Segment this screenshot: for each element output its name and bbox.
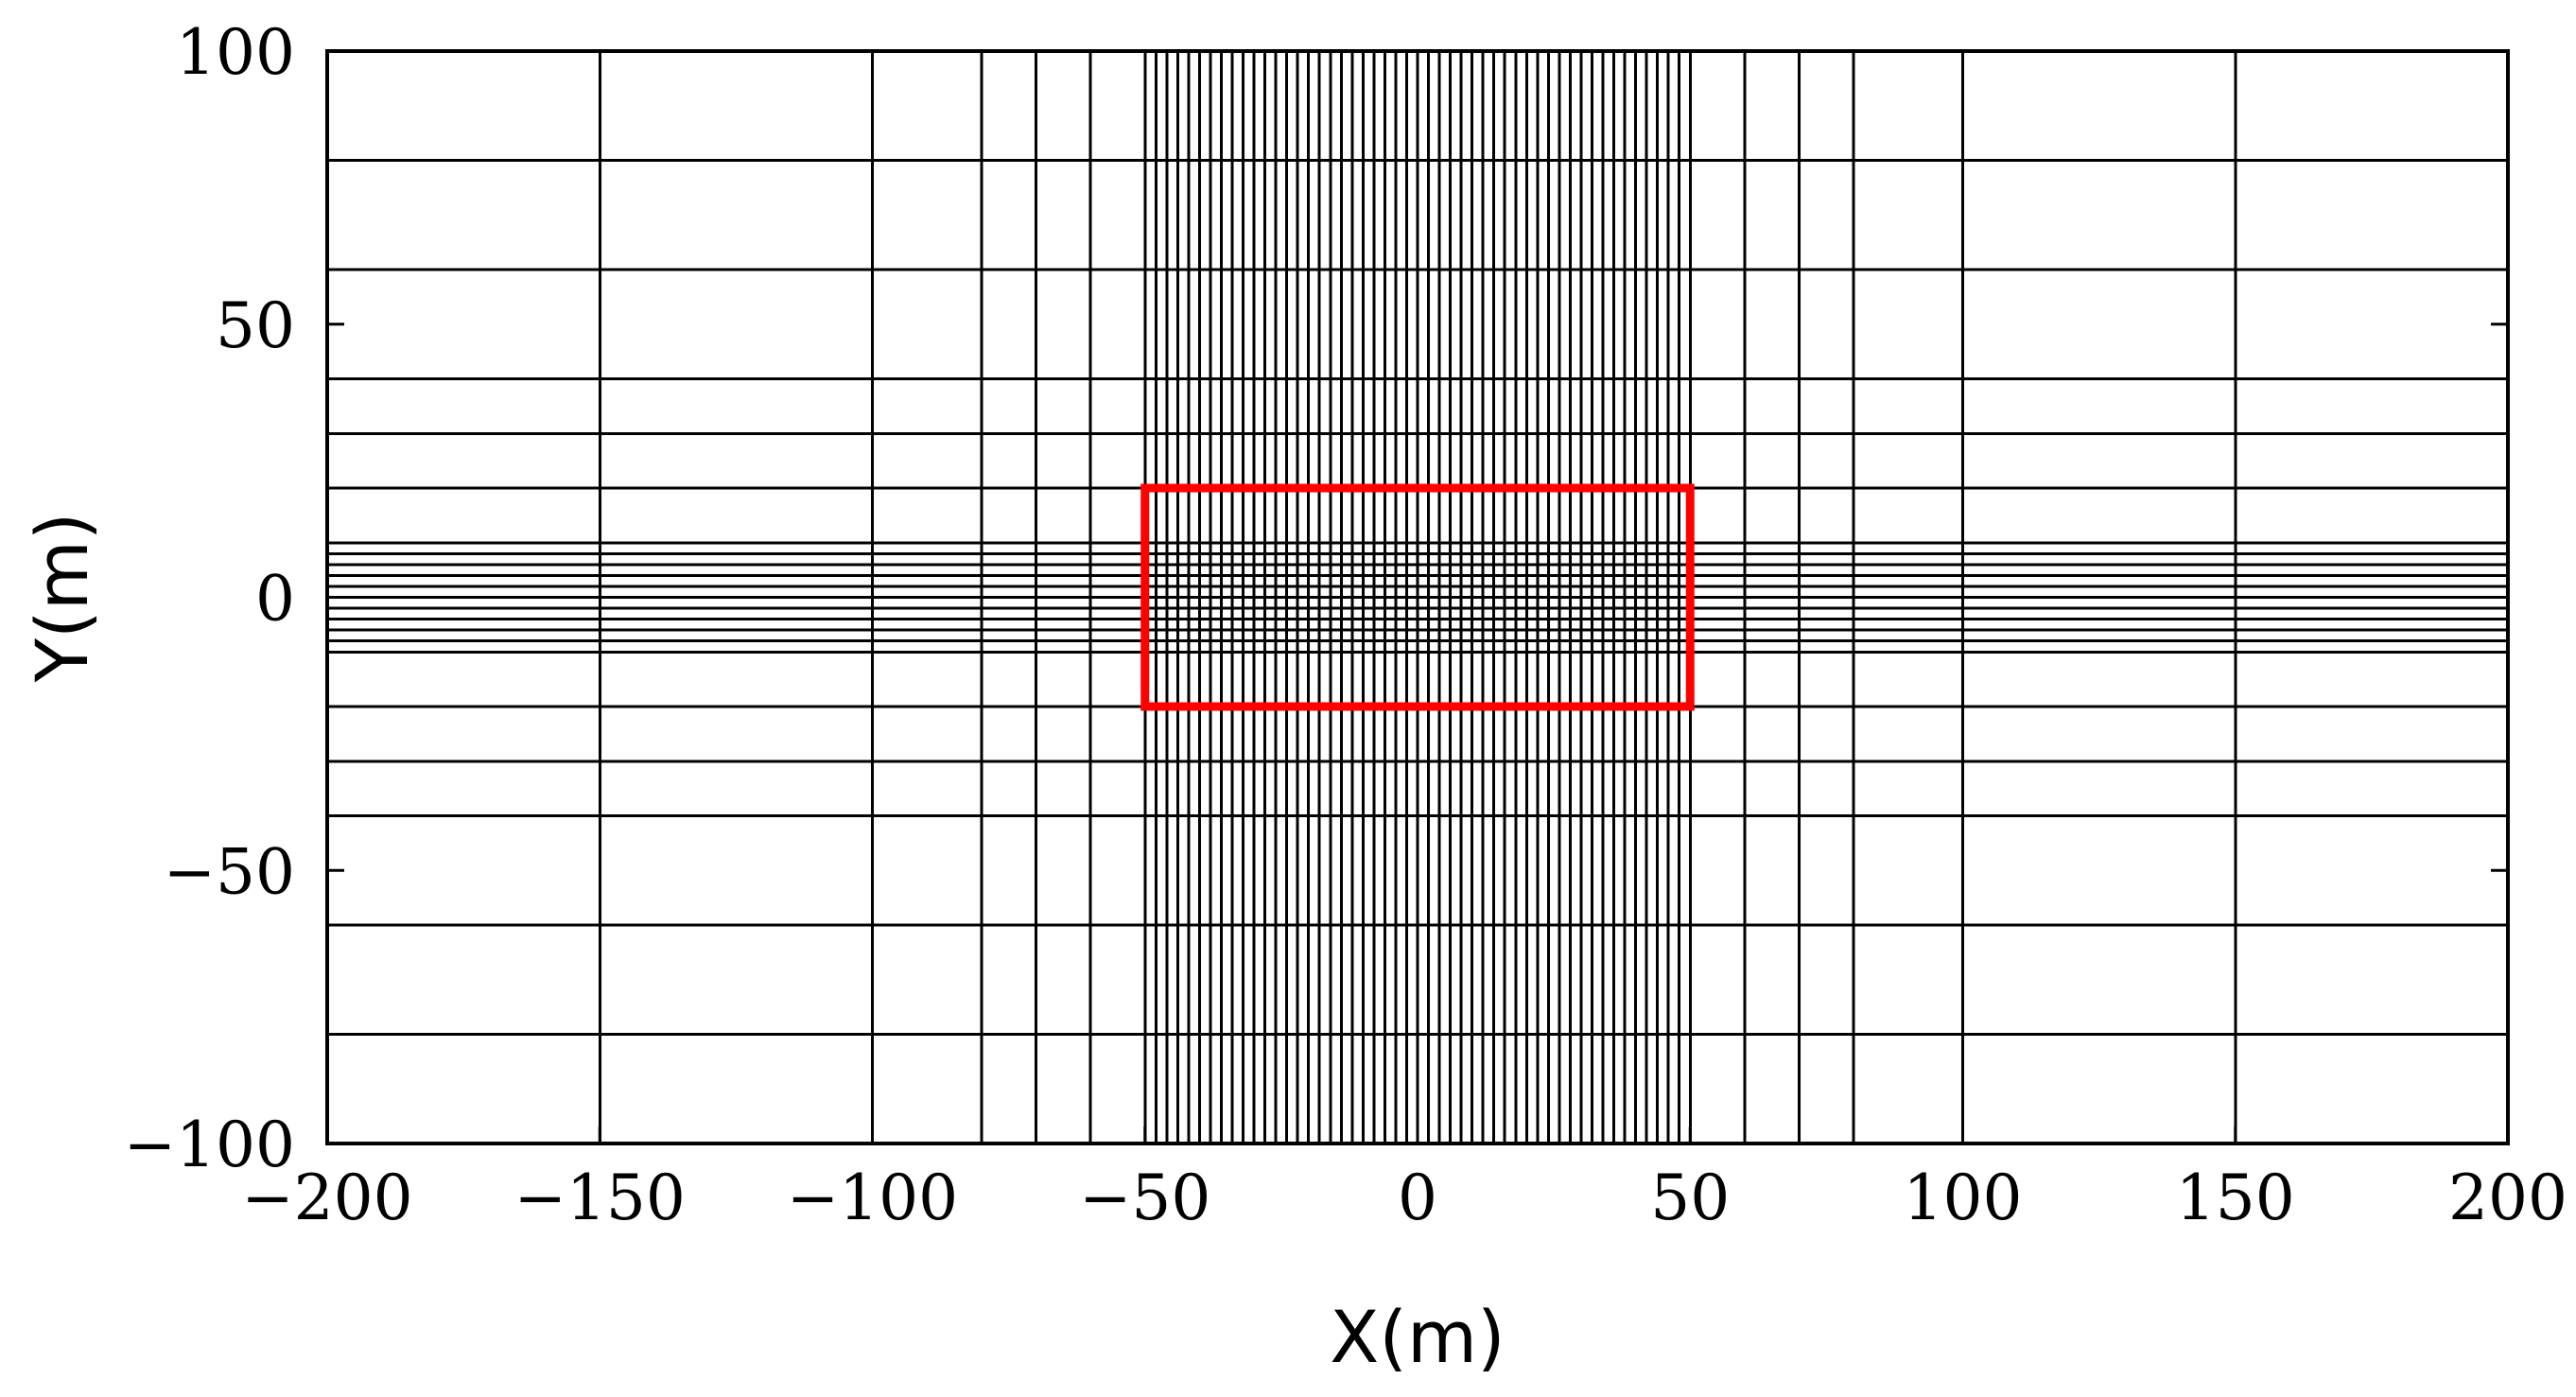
highlight-region-box [1140,483,1695,711]
x-tick-label: −50 [1079,1161,1210,1234]
y-tick-label: −100 [124,1109,295,1181]
x-tick-label: −150 [514,1161,686,1234]
y-tick-label: −50 [164,835,295,908]
horizontal-mesh-lines [327,49,2508,1145]
y-tick-label: 0 [255,563,295,636]
x-tick-label: 150 [2176,1161,2295,1234]
axis-ticks [325,49,2510,1145]
y-tick-label: 100 [176,16,295,89]
y-tick-label: 50 [216,289,295,362]
x-tick-label: 50 [1650,1161,1730,1234]
x-axis-label: X(m) [1330,1295,1505,1379]
y-axis-label: Y(m) [20,513,104,684]
x-tick-label: −100 [787,1161,958,1234]
x-tick-label: −200 [241,1161,412,1234]
x-tick-labels: −200 −150 −100 −50 0 50 100 150 200 [241,1161,2567,1234]
x-tick-label: 200 [2448,1161,2567,1234]
x-tick-label: 0 [1398,1161,1437,1234]
y-tick-labels: −100 −50 0 50 100 [124,16,295,1181]
x-tick-label: 100 [1904,1161,2023,1234]
